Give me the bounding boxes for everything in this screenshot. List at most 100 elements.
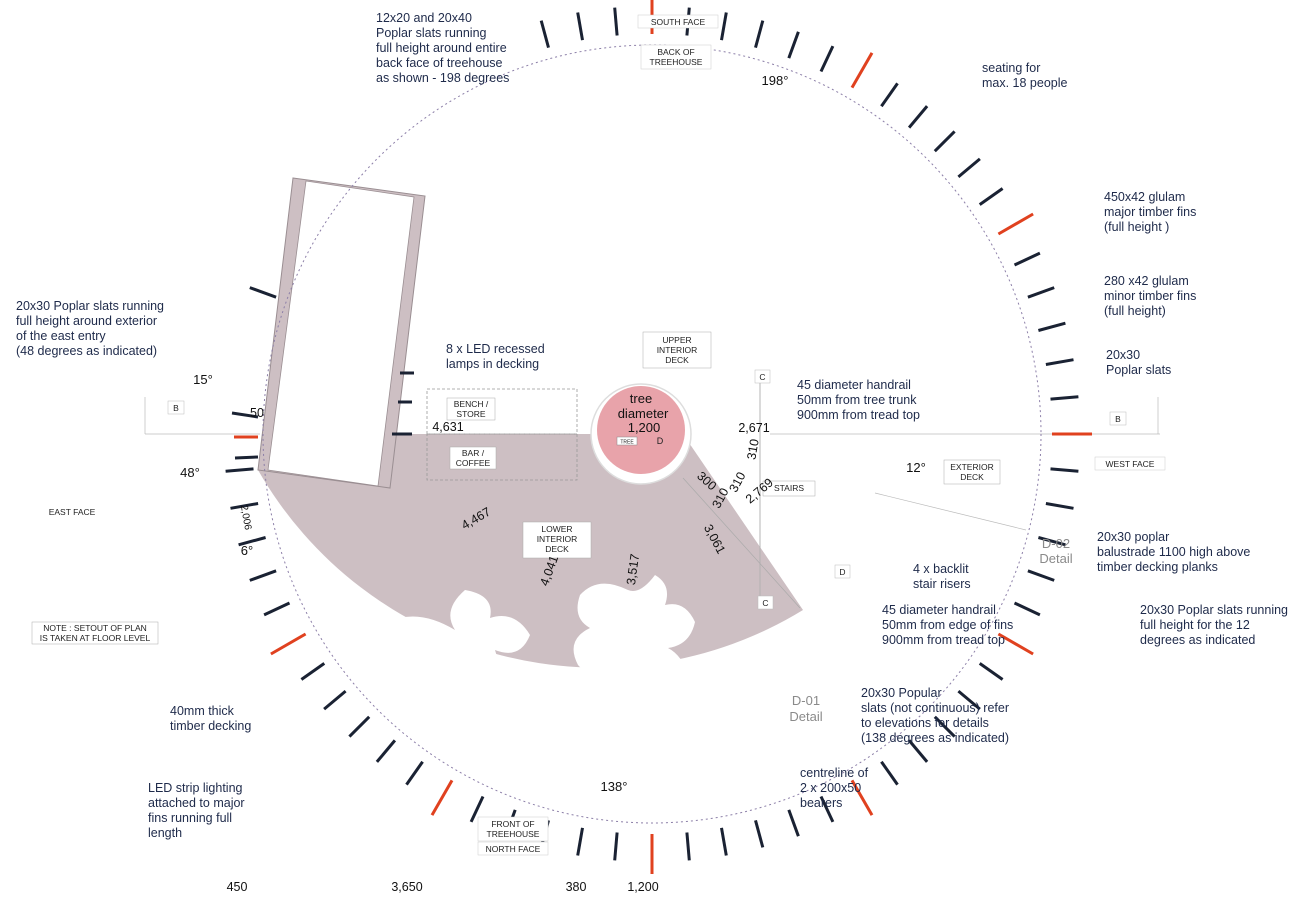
degree-138: 138° [601, 779, 628, 794]
major-fin [850, 52, 874, 89]
svg-text:IS TAKEN AT FLOOR LEVEL: IS TAKEN AT FLOOR LEVEL [40, 633, 151, 643]
detail-d01-line2: Detail [789, 709, 822, 724]
minor-fin [880, 82, 899, 108]
note-glulam-major-line-3: (full height ) [1104, 220, 1169, 234]
bottom-dim-1200: 1,200 [627, 880, 658, 894]
svg-text:COFFEE: COFFEE [456, 458, 491, 468]
svg-text:DECK: DECK [665, 355, 689, 365]
dim-3517: 3,517 [624, 553, 642, 586]
minor-fin [685, 832, 691, 861]
note-poplar-back-line-4: back face of treehouse [376, 56, 503, 70]
note-poplar-slats-line-1: 20x30 [1106, 348, 1140, 362]
major-fin [850, 779, 874, 816]
dim-2006: 2,006 [238, 504, 253, 531]
minor-fin [720, 827, 728, 856]
degree-12: 12° [906, 460, 926, 475]
entry-fin [231, 411, 259, 419]
tree-d-mark: D [657, 436, 664, 446]
note-poplar-slats-line-2: Poplar slats [1106, 363, 1171, 377]
note-popular-slats-line-2: slats (not continuous) refer [861, 701, 1009, 715]
svg-text:BAR /: BAR / [462, 448, 485, 458]
note-handrail-trunk-line-3: 900mm from tread top [797, 408, 920, 422]
minor-fin [539, 20, 550, 48]
note-led-lamps-line-1: 8 x LED recessed [446, 342, 545, 356]
dim-310-b: 310 [726, 470, 748, 495]
note-poplar-back-line-5: as shown - 198 degrees [376, 71, 509, 85]
minor-fin [323, 689, 347, 711]
setout-note: NOTE : SETOUT OF PLAN IS TAKEN AT FLOOR … [31, 621, 159, 645]
minor-fin [469, 795, 485, 823]
section-mark-c-bottom: C [757, 595, 774, 610]
detail-d02-line1: D-02 [1042, 536, 1070, 551]
minor-fin [1045, 358, 1074, 366]
note-east-entry-line-1: 20x30 Poplar slats running [16, 299, 164, 313]
degree-15: 15° [193, 372, 213, 387]
svg-text:NOTE : SETOUT OF PLAN: NOTE : SETOUT OF PLAN [43, 623, 147, 633]
minor-fin [787, 31, 800, 59]
front-of-treehouse-label: FRONT OF TREEHOUSE [477, 816, 549, 842]
svg-text:B: B [173, 403, 179, 413]
detail-d02-line2: Detail [1039, 551, 1072, 566]
minor-fin [754, 20, 765, 48]
note-glulam-major-line-2: major timber fins [1104, 205, 1196, 219]
note-glulam-minor-line-3: (full height) [1104, 304, 1166, 318]
tree-tag: TREE [620, 440, 634, 446]
note-popular-slats-line-3: to elevations for details [861, 716, 989, 730]
minor-fin [1050, 395, 1079, 401]
tree-label-1: tree [630, 391, 652, 406]
seating-cushion-left [392, 590, 530, 695]
minor-fin [1013, 601, 1041, 617]
svg-text:INTERIOR: INTERIOR [537, 534, 578, 544]
minor-fin [754, 820, 765, 848]
svg-text:EXTERIOR: EXTERIOR [950, 462, 993, 472]
minor-fin [1038, 536, 1066, 547]
major-fin [997, 632, 1034, 656]
section-mark-d: D [834, 564, 851, 579]
minor-fin [787, 809, 800, 837]
svg-text:D: D [839, 567, 845, 577]
minor-fin [405, 760, 424, 786]
minor-fin [263, 601, 291, 617]
minor-fin [576, 12, 584, 41]
outer-perimeter-ring [262, 44, 1042, 824]
minor-fin [238, 536, 266, 547]
note-poplar-back-line-1: 12x20 and 20x40 [376, 11, 472, 25]
dim-50: 50 [250, 406, 264, 420]
svg-text:LOWER: LOWER [541, 524, 572, 534]
section-mark-c-top: C [754, 369, 771, 384]
minor-fin [1027, 286, 1055, 299]
bottom-dim-450: 450 [227, 880, 248, 894]
svg-text:C: C [762, 598, 768, 608]
lower-deck-label: LOWER INTERIOR DECK [522, 521, 592, 559]
exterior-deck-label: EXTERIOR DECK [943, 459, 1001, 485]
degree-48: 48° [180, 465, 200, 480]
note-handrail-fins-line-1: 45 diameter handrail [882, 603, 996, 617]
major-fin [270, 632, 307, 656]
minor-fin [348, 715, 371, 738]
note-centreline-line-1: centreline of [800, 766, 869, 780]
svg-text:TREEHOUSE: TREEHOUSE [487, 829, 540, 839]
svg-text:INTERIOR: INTERIOR [657, 345, 698, 355]
minor-fin [1027, 569, 1055, 582]
minor-fin [907, 739, 929, 763]
minor-fin [957, 689, 981, 711]
seating-cushion-right [573, 575, 695, 693]
minor-fin [613, 7, 619, 36]
svg-text:STAIRS: STAIRS [774, 483, 804, 493]
note-led-strip-line-2: attached to major [148, 796, 245, 810]
tree-label-3: 1,200 [628, 420, 661, 435]
svg-text:BACK OF: BACK OF [657, 47, 694, 57]
note-east-entry-line-3: of the east entry [16, 329, 106, 343]
north-face-label: NORTH FACE [477, 841, 549, 856]
minor-fin [819, 795, 835, 823]
bench-store-label: BENCH / STORE [446, 397, 496, 421]
minor-fin [1038, 321, 1066, 332]
stair-line-2 [682, 477, 801, 609]
minor-fin [819, 45, 835, 73]
note-poplar-12-line-3: degrees as indicated [1140, 633, 1255, 647]
note-popular-slats-line-1: 20x30 Popular [861, 686, 942, 700]
tree-trunk [597, 386, 685, 474]
